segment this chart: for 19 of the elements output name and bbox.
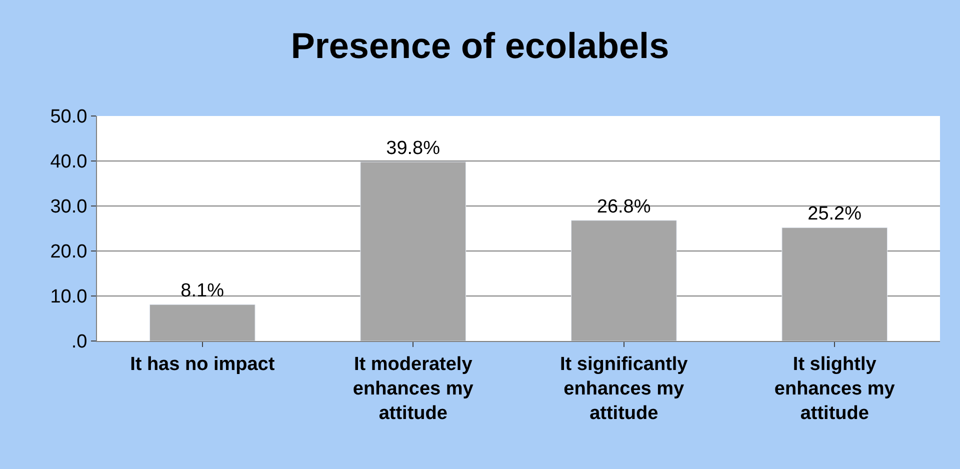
data-label: 39.8%	[386, 138, 440, 159]
x-tick-label: It significantly enhances my attitude	[560, 354, 688, 424]
y-tick-label: 40.0	[50, 152, 88, 173]
bar	[570, 220, 677, 341]
chart-title: Presence of ecolabels	[290, 25, 670, 66]
data-label: 8.1%	[180, 280, 224, 302]
bar	[360, 162, 466, 341]
y-tick-label: 20.0	[50, 242, 88, 263]
y-tick-label: 50.0	[50, 106, 88, 128]
data-label: 25.2%	[808, 204, 862, 225]
bar	[782, 227, 888, 341]
bar	[149, 304, 256, 341]
x-tick-label: It slightly enhances my attitude	[774, 354, 896, 424]
y-tick-label: 30.0	[50, 196, 88, 218]
y-tick-label: 10.0	[50, 286, 88, 308]
y-tick-label: .0	[71, 332, 88, 353]
x-tick-label: It moderately enhances my attitude	[352, 354, 474, 424]
data-label: 26.8%	[596, 196, 651, 218]
x-tick-label: It has no impact	[130, 354, 276, 375]
